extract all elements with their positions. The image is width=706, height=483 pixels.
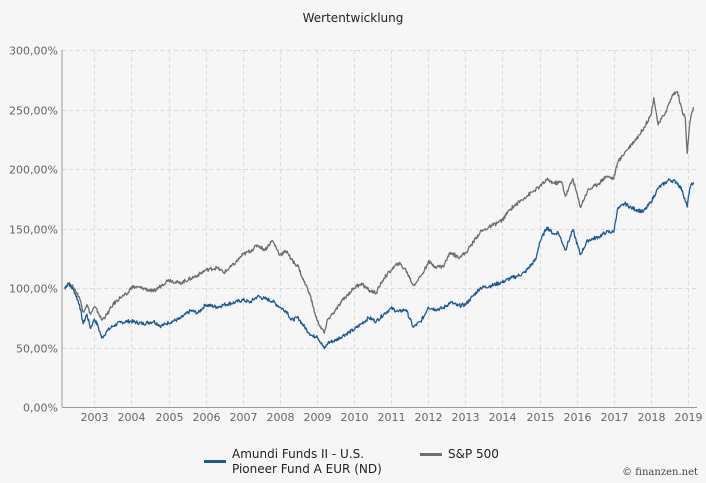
- chart: Wertentwicklung 0,00% 50,00% 100,00% 150,00…: [9, 11, 703, 424]
- y-tick-label: 150,00%: [9, 224, 58, 237]
- series-line-sp500: [64, 91, 695, 334]
- x-tick-label: 2016: [564, 411, 592, 424]
- x-tick-label: 2007: [230, 411, 258, 424]
- x-tick-label: 2011: [378, 411, 406, 424]
- y-axis-ticks: 0,00% 50,00% 100,00% 150,00% 200,00% 250,00% 3…: [9, 45, 58, 415]
- legend-swatch-sp500: [420, 453, 442, 456]
- x-tick-label: 2013: [452, 411, 480, 424]
- x-tick-label: 2010: [341, 411, 369, 424]
- x-tick-label: 2012: [415, 411, 443, 424]
- y-tick-label: 250,00%: [9, 105, 58, 118]
- y-tick-label: 300,00%: [9, 45, 58, 58]
- x-tick-label: 2014: [489, 411, 517, 424]
- legend-label-sp500: S&P 500: [448, 447, 499, 461]
- legend-item-sp500[interactable]: S&P 500: [420, 447, 499, 462]
- legend-item-fund[interactable]: Amundi Funds II - U.S. Pioneer Fund A EU…: [204, 447, 412, 477]
- y-tick-label: 200,00%: [9, 164, 58, 177]
- x-tick-label: 2019: [675, 411, 703, 424]
- series-lines: [64, 91, 695, 350]
- grid: [62, 50, 697, 407]
- legend: Amundi Funds II - U.S. Pioneer Fund A EU…: [204, 447, 507, 477]
- series-line-fund: [64, 178, 695, 350]
- y-tick-label: 0,00%: [23, 402, 58, 415]
- x-tick-label: 2003: [81, 411, 109, 424]
- credit-finanzen[interactable]: © finanzen.net: [622, 467, 698, 478]
- legend-swatch-fund: [204, 460, 226, 463]
- x-tick-label: 2005: [156, 411, 184, 424]
- x-tick-label: 2017: [601, 411, 629, 424]
- x-tick-label: 2015: [527, 411, 555, 424]
- x-tick-label: 2008: [267, 411, 295, 424]
- x-tick-label: 2006: [193, 411, 221, 424]
- x-tick-label: 2018: [638, 411, 666, 424]
- x-tick-label: 2009: [304, 411, 332, 424]
- chart-title: Wertentwicklung: [303, 11, 404, 25]
- y-tick-label: 50,00%: [16, 343, 58, 356]
- x-axis-ticks: 2003 2004 2005 2006 2007 2008 2009 2010 2011 2012…: [81, 411, 703, 424]
- y-tick-label: 100,00%: [9, 283, 58, 296]
- legend-label-fund: Amundi Funds II - U.S. Pioneer Fund A EU…: [232, 447, 382, 476]
- x-tick-label: 2004: [118, 411, 146, 424]
